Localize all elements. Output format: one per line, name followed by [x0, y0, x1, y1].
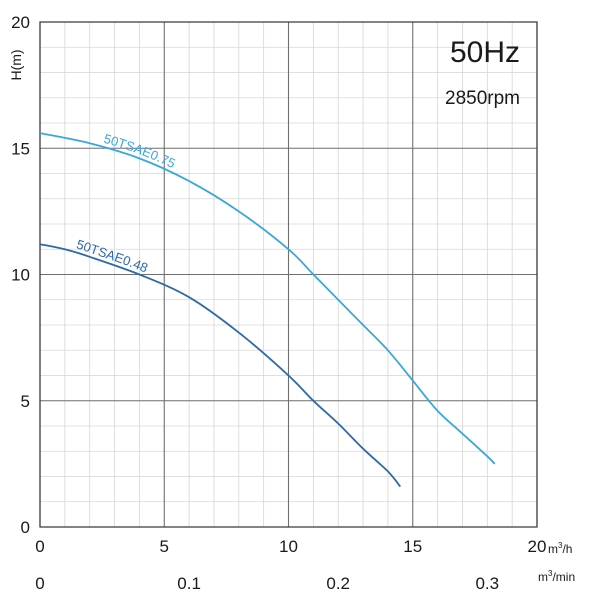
- x-tick-label: 10: [279, 537, 298, 556]
- plot-frame: [39, 21, 538, 528]
- x-tick-label: 20: [528, 537, 547, 556]
- series-line-50TSAE0.75: [39, 132, 496, 465]
- x2-tick-label: 0.2: [326, 574, 350, 593]
- speed-annotation: 2850rpm: [445, 88, 520, 109]
- x-tick-label: 0: [35, 537, 44, 556]
- series-label-50TSAE0.75: 50TSAE0.75: [102, 131, 178, 171]
- tick-layer: 0 5 10 15 20 0 5 10 15 20 0 0.1 0.2 0.3: [11, 13, 546, 593]
- frequency-annotation: 50Hz: [450, 36, 520, 69]
- y-tick-label: 0: [21, 518, 30, 537]
- x-tick-label: 5: [160, 537, 169, 556]
- y-tick-label: 15: [11, 139, 30, 158]
- x-axis-unit-primary: m3/h: [548, 541, 572, 556]
- y-tick-label: 20: [11, 13, 30, 32]
- series-line-50TSAE0.48: [39, 243, 402, 488]
- y-tick-label: 5: [21, 392, 30, 411]
- x2-tick-label: 0: [35, 574, 44, 593]
- x-tick-label: 15: [403, 537, 422, 556]
- x-axis-unit-secondary: m3/min: [538, 569, 575, 584]
- y-axis-title: H(m): [8, 49, 24, 80]
- x2-tick-label: 0.3: [475, 574, 499, 593]
- y-tick-label: 10: [11, 266, 30, 285]
- x2-tick-label: 0.1: [177, 574, 201, 593]
